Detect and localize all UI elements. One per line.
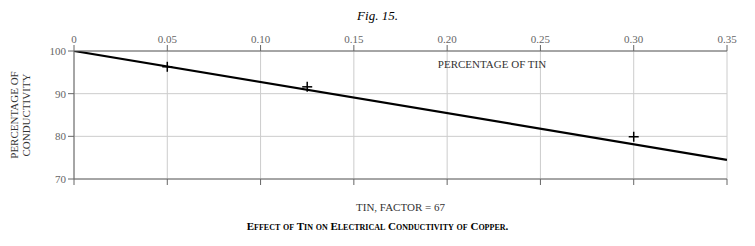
svg-text:0: 0 [71,33,77,45]
svg-text:0.35: 0.35 [717,33,737,45]
svg-text:0.30: 0.30 [624,33,644,45]
svg-text:0.10: 0.10 [251,33,271,45]
svg-text:80: 80 [55,130,67,142]
svg-text:70: 70 [55,173,67,185]
svg-text:TIN, FACTOR = 67: TIN, FACTOR = 67 [356,201,445,213]
svg-text:90: 90 [55,88,67,100]
svg-text:100: 100 [50,45,67,57]
svg-text:0.25: 0.25 [531,33,551,45]
svg-text:PERCENTAGE OF TIN: PERCENTAGE OF TIN [438,58,546,70]
svg-text:0.20: 0.20 [438,33,458,45]
svg-text:0.05: 0.05 [158,33,178,45]
svg-text:PERCENTAGE OFCONDUCTIVITY: PERCENTAGE OFCONDUCTIVITY [8,71,32,158]
svg-text:0.15: 0.15 [344,33,364,45]
html-text:Effect of Tin on Electrical Co: Effect of Tin on Electrical Conductivity… [246,220,509,232]
html-text:Fig. 15.: Fig. 15. [357,8,398,23]
